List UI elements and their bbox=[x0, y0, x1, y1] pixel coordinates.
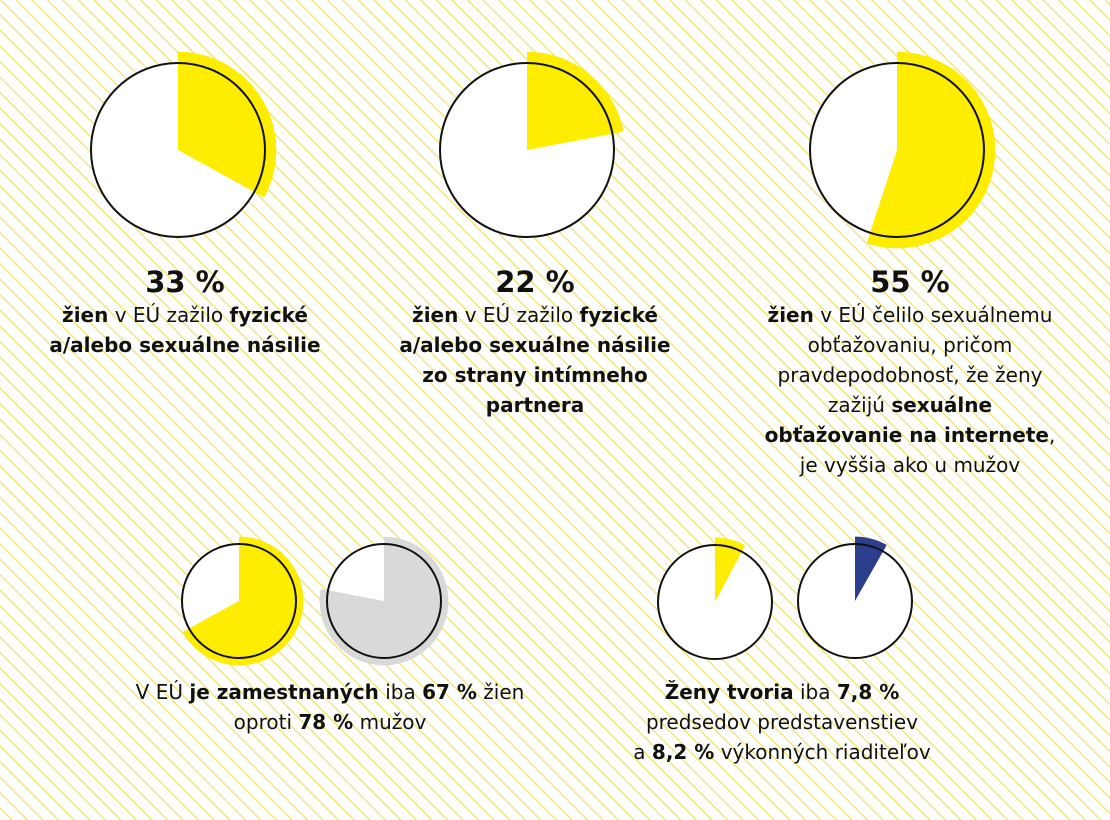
pie-wedge bbox=[866, 51, 996, 249]
caption-line: a/alebo sexuálne násilie bbox=[0, 330, 435, 360]
caption-line: žien v EÚ zažilo fyzické bbox=[285, 300, 785, 330]
headline: 22 % bbox=[495, 265, 575, 299]
pie-outline bbox=[809, 62, 985, 238]
pie-outline bbox=[326, 543, 442, 659]
pie-wedge bbox=[319, 536, 449, 666]
caption: žien v EÚ zažilo fyzické a/alebo sexuálne… bbox=[285, 300, 785, 420]
headline: 33 % bbox=[145, 265, 225, 299]
bold-text: žien bbox=[412, 303, 459, 327]
pie-wedge bbox=[715, 537, 746, 602]
bold-text: obťažovanie na internete bbox=[764, 423, 1049, 447]
pie-wedge bbox=[855, 536, 887, 601]
text: V EÚ bbox=[135, 680, 190, 704]
pie-outline bbox=[797, 543, 913, 659]
bold-text: a/alebo sexuálne násilie bbox=[49, 333, 321, 357]
bold-text: 7,8 % bbox=[836, 680, 900, 704]
bold-text: 67 % bbox=[422, 680, 477, 704]
bold-text: sexuálne bbox=[891, 393, 993, 417]
caption: V EÚ je zamestnaných iba 67 % žien oproti… bbox=[80, 677, 580, 737]
bold-text: fyzické bbox=[579, 303, 658, 327]
bold-text: zo strany intímneho bbox=[422, 363, 648, 387]
text: a bbox=[633, 740, 652, 764]
text: výkonných riaditeľov bbox=[714, 740, 931, 764]
bold-text: žien bbox=[767, 303, 814, 327]
text: je vyššia ako u mužov bbox=[799, 453, 1021, 477]
text: iba bbox=[378, 680, 423, 704]
caption-line: predsedov predstavenstiev bbox=[532, 707, 1032, 737]
caption-line: V EÚ je zamestnaných iba 67 % žien bbox=[80, 677, 580, 707]
caption-line: a 8,2 % výkonných riaditeľov bbox=[532, 737, 1032, 767]
caption-line: partnera bbox=[285, 390, 785, 420]
bold-text: žien bbox=[62, 303, 109, 327]
text: iba bbox=[793, 680, 837, 704]
text: v EÚ zažilo bbox=[108, 303, 230, 327]
caption-line: zažijú sexuálne bbox=[660, 390, 1110, 420]
caption-line: žien v EÚ čelilo sexuálnemu bbox=[660, 300, 1110, 330]
caption-line: Ženy tvoria iba 7,8 % bbox=[532, 677, 1032, 707]
caption-line: oproti 78 % mužov bbox=[80, 707, 580, 737]
text: v EÚ zažilo bbox=[458, 303, 580, 327]
caption-line: obťažovaniu, pričom bbox=[660, 330, 1110, 360]
text: , bbox=[1049, 423, 1056, 447]
text: mužov bbox=[353, 710, 427, 734]
caption-line: obťažovanie na internete, bbox=[660, 420, 1110, 450]
bold-text: a/alebo sexuálne násilie bbox=[399, 333, 671, 357]
caption-line: pravdepodobnosť, že ženy bbox=[660, 360, 1110, 390]
pie-outline bbox=[90, 62, 266, 238]
pie-wedge bbox=[182, 536, 304, 666]
text: oproti bbox=[233, 710, 299, 734]
bold-text: 8,2 % bbox=[651, 740, 715, 764]
caption-line: je vyššia ako u mužov bbox=[660, 450, 1110, 480]
pie-wedge bbox=[178, 51, 277, 198]
pie-outline bbox=[439, 62, 615, 238]
pie-outline bbox=[657, 544, 773, 660]
pie-wedge bbox=[527, 51, 624, 150]
pie-outline bbox=[181, 543, 297, 659]
text: zažijú bbox=[827, 393, 892, 417]
headline: 55 % bbox=[870, 265, 950, 299]
bold-text: partnera bbox=[485, 393, 585, 417]
text: žien bbox=[476, 680, 525, 704]
caption: Ženy tvoria iba 7,8 % predsedov predstave… bbox=[532, 677, 1032, 767]
text: v EÚ čelilo sexuálnemu bbox=[813, 303, 1053, 327]
caption: žien v EÚ čelilo sexuálnemu obťažovaniu, … bbox=[660, 300, 1110, 480]
text: predsedov predstavenstiev bbox=[645, 710, 919, 734]
bold-text: je zamestnaných bbox=[189, 680, 379, 704]
text: pravdepodobnosť, že ženy bbox=[777, 363, 1043, 387]
caption-line: žien v EÚ zažilo fyzické bbox=[0, 300, 435, 330]
bold-text: fyzické bbox=[229, 303, 308, 327]
caption-line: zo strany intímneho bbox=[285, 360, 785, 390]
text: obťažovaniu, pričom bbox=[807, 333, 1013, 357]
caption-line: a/alebo sexuálne násilie bbox=[285, 330, 785, 360]
bold-text: Ženy tvoria bbox=[664, 680, 794, 704]
bold-text: 78 % bbox=[298, 710, 354, 734]
caption: žien v EÚ zažilo fyzické a/alebo sexuálne… bbox=[0, 300, 435, 360]
